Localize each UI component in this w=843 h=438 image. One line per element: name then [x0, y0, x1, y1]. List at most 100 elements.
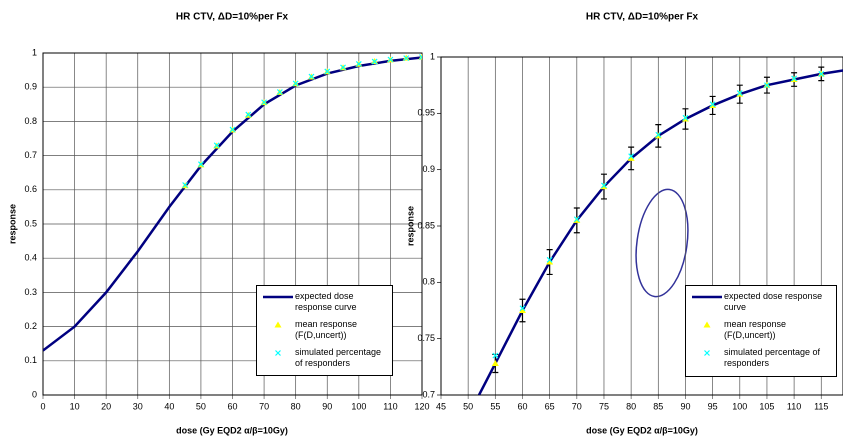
x-tick-label: 85 — [653, 401, 663, 411]
x-tick-label: 10 — [70, 401, 80, 411]
legend-key — [692, 295, 722, 299]
simulated-marker — [261, 99, 268, 106]
y-tick-label: 0.8 — [422, 277, 435, 287]
simulated-marker — [292, 80, 299, 87]
simulated-marker — [371, 58, 378, 65]
x-tick-label: 30 — [133, 401, 143, 411]
plot-area — [43, 53, 422, 352]
legend-cross — [704, 350, 710, 356]
y-tick-label: 0.3 — [24, 287, 37, 297]
x-tick-label: 115 — [814, 401, 828, 411]
legend-key — [274, 321, 282, 328]
legend-key — [275, 350, 281, 356]
simulated-marker — [308, 73, 315, 80]
legend-cross — [275, 350, 281, 356]
legend: expected dose response curve mean respons… — [685, 285, 837, 377]
y-axis-label: response — [7, 204, 17, 244]
x-tick-label: 110 — [383, 401, 397, 411]
plot-area — [477, 66, 843, 395]
x-tick-label: 0 — [40, 401, 45, 411]
y-tick-label: 1 — [430, 51, 435, 61]
legend-label: expected dose response curve — [724, 291, 823, 312]
x-tick-label: 90 — [322, 401, 332, 411]
simulated-marker — [324, 68, 331, 75]
legend: expected dose response curve mean respons… — [256, 285, 393, 376]
simulated-marker — [818, 70, 825, 77]
y-tick-label: 0.2 — [24, 321, 37, 331]
y-tick-label: 0.6 — [24, 184, 37, 194]
y-axis-label: response — [405, 206, 415, 246]
mean-marker — [518, 307, 526, 313]
y-tick-label: 0.8 — [24, 116, 37, 126]
x-tick-label: 90 — [680, 401, 690, 411]
simulated-marker — [197, 161, 204, 168]
legend-key — [704, 350, 710, 356]
simulated-marker — [245, 111, 252, 118]
simulated-marker — [492, 352, 499, 359]
simulated-marker — [655, 131, 662, 138]
legend-label: simulated percentage of responders — [295, 347, 382, 368]
x-tick-label: 110 — [787, 401, 801, 411]
legend-entry: simulated percentage of responders — [261, 347, 388, 369]
legend-label: mean response (F(D,uncert)) — [295, 319, 358, 340]
simulated-marker — [355, 61, 362, 67]
legend-label: simulated percentage of responders — [724, 347, 821, 368]
y-tick-label: 1 — [32, 47, 37, 57]
y-tick-label: 0.85 — [417, 220, 435, 230]
y-tick-label: 0.9 — [422, 164, 435, 174]
simulated-marker — [419, 54, 422, 61]
x-axis-label: dose (Gy EQD2 α/β=10Gy) — [176, 425, 288, 435]
plot-frame — [440, 56, 843, 396]
legend-entry: expected dose response curve — [690, 291, 832, 313]
simulated-marker — [573, 216, 580, 223]
simulated-marker — [340, 64, 346, 71]
y-tick-label: 0.95 — [417, 108, 435, 118]
y-tick-label: 0.75 — [417, 333, 435, 343]
legend-label: mean response (F(D,uncert)) — [724, 319, 787, 340]
x-tick-label: 40 — [164, 401, 174, 411]
chart-title: HR CTV, ΔD=10%per Fx — [176, 12, 289, 23]
y-tick-label: 0.5 — [24, 218, 37, 228]
x-tick-label: 60 — [227, 401, 237, 411]
x-tick-label: 105 — [759, 401, 774, 411]
simulated-marker — [546, 256, 553, 263]
x-tick-label: 60 — [517, 401, 527, 411]
y-tick-label: 0.1 — [24, 355, 37, 365]
x-tick-label: 65 — [545, 401, 555, 411]
simulated-marker — [628, 153, 635, 160]
legend-entry: mean response (F(D,uncert)) — [690, 319, 832, 341]
y-tick-label: 0.4 — [24, 253, 37, 263]
legend-entry: mean response (F(D,uncert)) — [261, 319, 388, 341]
y-tick-label: 0.7 — [24, 150, 37, 160]
simulated-marker — [791, 75, 798, 82]
x-tick-label: 50 — [196, 401, 206, 411]
y-tick-label: 0.9 — [24, 82, 37, 92]
mean-marker — [546, 258, 554, 265]
simulated-marker — [387, 56, 394, 63]
legend-triangle — [274, 321, 282, 328]
simulated-marker — [276, 89, 283, 95]
x-axis-label: dose (Gy EQD2 α/β=10Gy) — [586, 425, 698, 435]
legend-label: expected dose response curve — [295, 291, 357, 312]
y-tick-label: 0.7 — [422, 389, 435, 399]
x-tick-label: 100 — [351, 401, 366, 411]
legend-triangle — [703, 321, 711, 328]
simulated-marker — [182, 182, 189, 188]
simulated-marker — [403, 55, 410, 62]
legend-key — [263, 295, 293, 299]
x-tick-label: 70 — [572, 401, 582, 411]
legend-entry: expected dose response curve — [261, 291, 388, 313]
x-tick-label: 70 — [259, 401, 269, 411]
simulated-marker — [229, 126, 236, 133]
simulated-marker — [764, 82, 770, 89]
simulated-marker — [213, 142, 220, 149]
x-tick-label: 45 — [436, 401, 446, 411]
simulated-marker — [519, 305, 526, 312]
plot-frame — [42, 52, 423, 396]
x-tick-label: 80 — [291, 401, 301, 411]
simulated-marker — [601, 182, 607, 189]
mean-marker — [491, 359, 499, 366]
simulated-marker — [709, 101, 716, 108]
x-tick-label: 120 — [414, 401, 429, 411]
